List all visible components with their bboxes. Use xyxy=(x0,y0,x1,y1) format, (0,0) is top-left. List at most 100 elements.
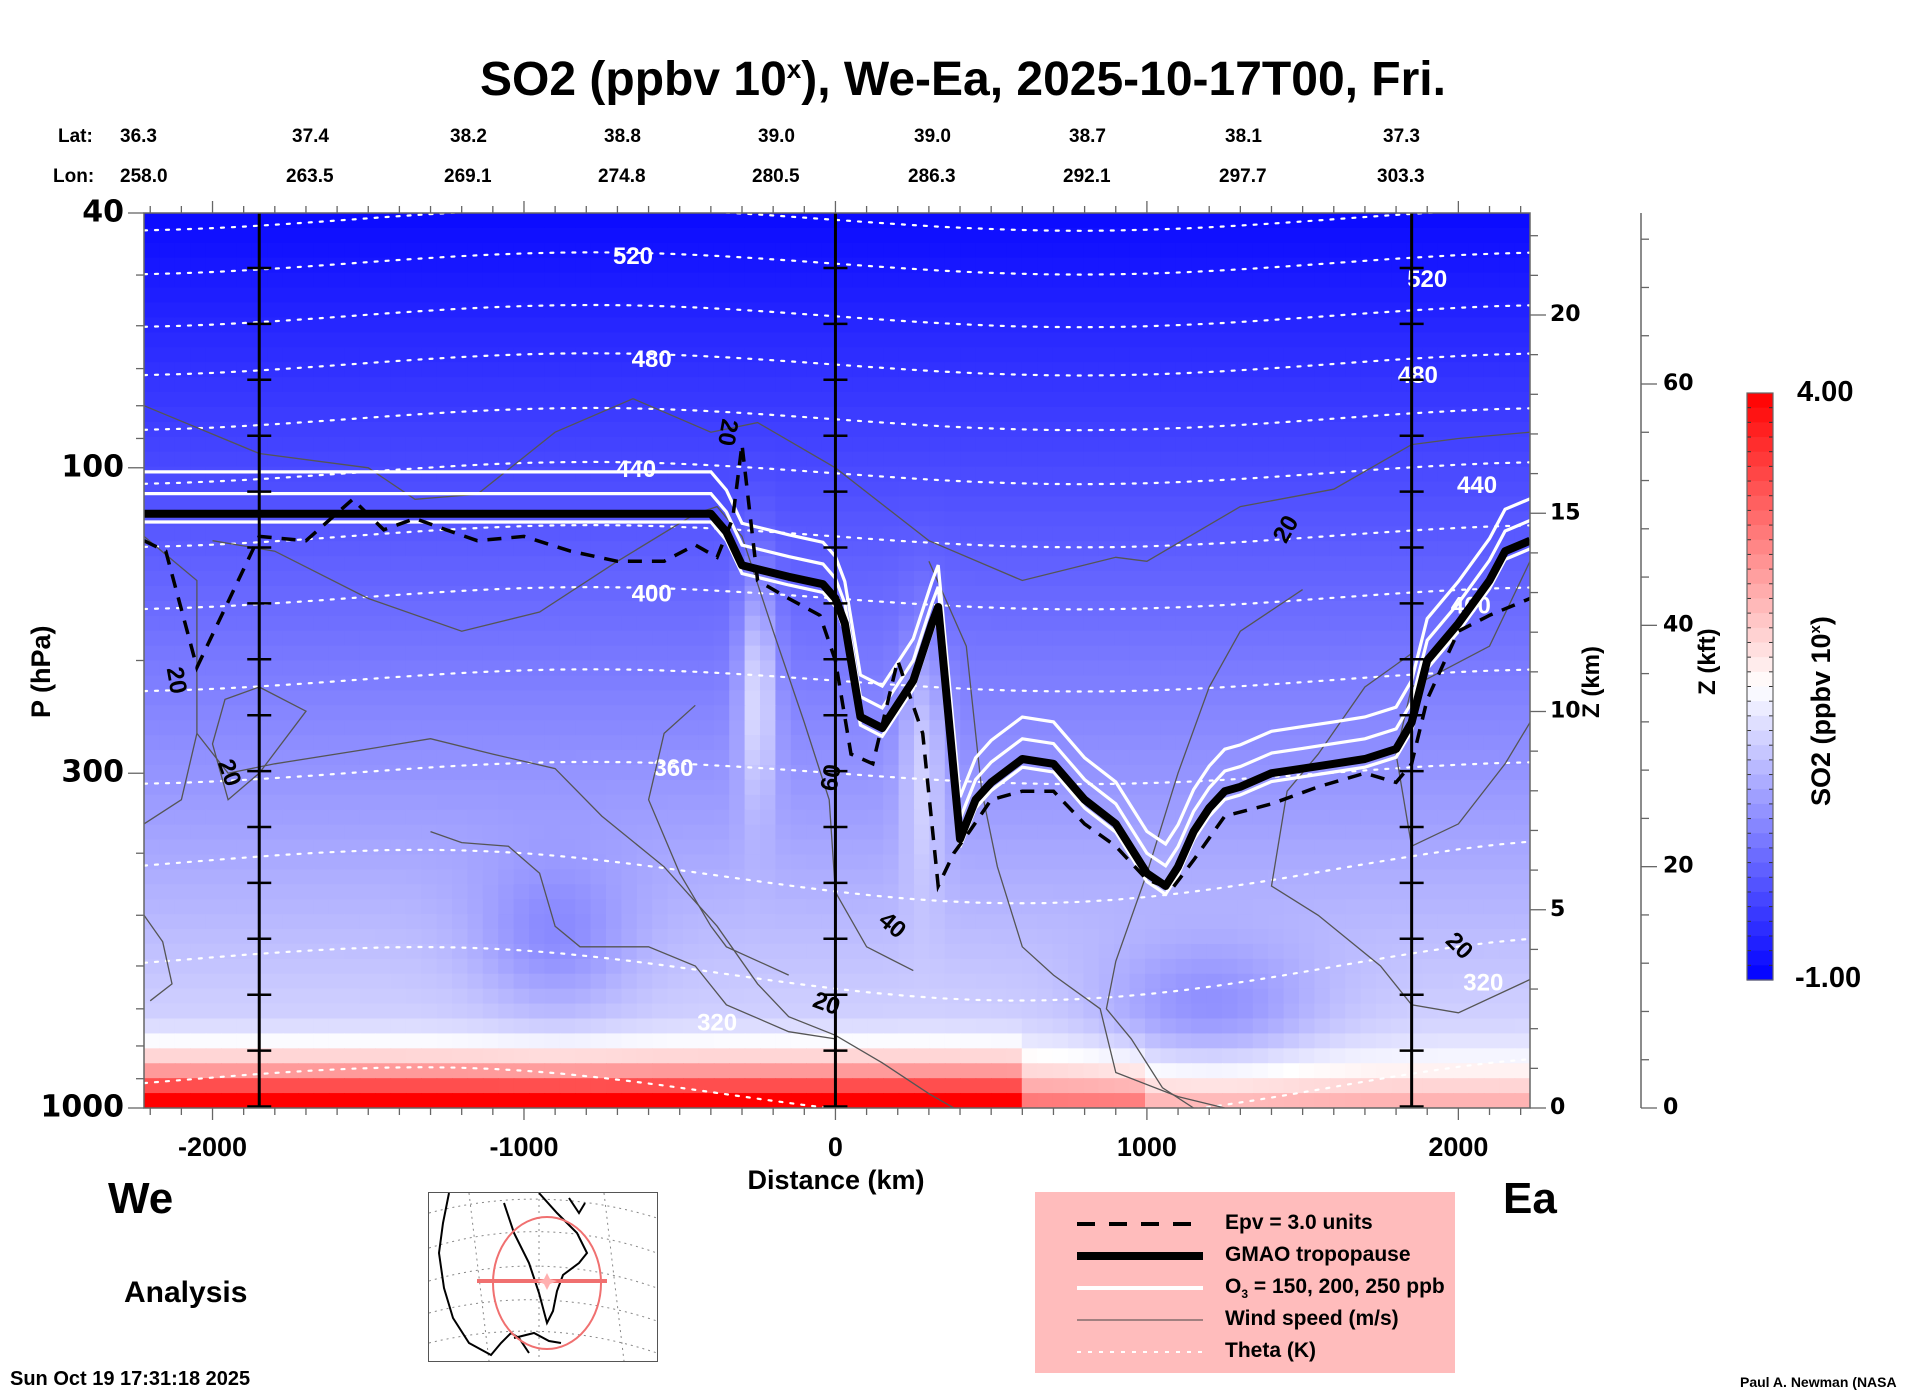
so2-cell xyxy=(1345,392,1362,408)
so2-cell xyxy=(1083,615,1100,632)
so2-cell xyxy=(667,317,684,334)
so2-cell xyxy=(837,943,854,960)
so2-cell xyxy=(390,958,407,975)
so2-cell xyxy=(236,213,253,229)
so2-cell xyxy=(775,421,792,438)
so2-cell xyxy=(1052,929,1069,945)
so2-cell xyxy=(1006,690,1023,707)
so2-cell xyxy=(713,690,730,707)
so2-cell xyxy=(1098,943,1115,960)
so2-cell xyxy=(729,809,746,826)
so2-cell xyxy=(1422,750,1439,766)
so2-cell xyxy=(1268,272,1285,289)
so2-cell xyxy=(683,571,700,587)
so2-cell xyxy=(282,1018,299,1035)
so2-cell xyxy=(744,511,761,528)
so2-cell xyxy=(1437,958,1454,975)
so2-cell xyxy=(205,600,222,617)
so2-cell xyxy=(1237,1018,1254,1035)
so2-cell xyxy=(1021,317,1038,334)
so2-cell xyxy=(775,436,792,453)
so2-cell xyxy=(344,645,361,662)
so2-cell xyxy=(498,794,515,811)
so2-cell xyxy=(344,1018,361,1035)
so2-cell xyxy=(806,466,823,483)
so2-cell xyxy=(221,302,238,319)
so2-cell xyxy=(1499,1003,1516,1020)
so2-cell xyxy=(698,750,715,766)
so2-cell xyxy=(590,317,607,334)
so2-cell xyxy=(1206,585,1223,602)
so2-cell xyxy=(1499,526,1516,542)
so2-cell xyxy=(190,869,207,886)
so2-cell xyxy=(1514,436,1530,453)
so2-cell xyxy=(436,794,453,811)
so2-cell xyxy=(328,257,345,274)
so2-cell xyxy=(298,556,315,572)
so2-cell xyxy=(313,779,330,796)
so2-cell xyxy=(698,824,715,841)
so2-cell xyxy=(852,571,869,587)
so2-cell xyxy=(1145,750,1162,766)
so2-cell xyxy=(467,645,484,662)
so2-cell xyxy=(1252,720,1269,736)
so2-cell xyxy=(575,809,592,826)
so2-cell xyxy=(821,809,838,826)
so2-cell xyxy=(221,1018,238,1035)
so2-cell xyxy=(344,839,361,856)
so2-cell xyxy=(498,1018,515,1035)
so2-cell xyxy=(1129,929,1146,945)
so2-cell xyxy=(1191,406,1208,423)
so2-cell xyxy=(513,600,530,617)
so2-cell xyxy=(221,720,238,736)
so2-cell xyxy=(1468,899,1485,915)
so2-cell xyxy=(867,705,884,721)
so2-cell xyxy=(775,213,792,229)
so2-cell xyxy=(713,675,730,692)
so2-cell xyxy=(359,317,376,334)
so2-cell xyxy=(898,988,915,1005)
so2-cell xyxy=(821,839,838,856)
so2-cell xyxy=(513,824,530,841)
so2-cell xyxy=(683,750,700,766)
so2-cell xyxy=(544,362,561,378)
so2-cell xyxy=(991,392,1008,408)
so2-cell xyxy=(174,436,191,453)
so2-cell xyxy=(236,735,253,751)
so2-cell xyxy=(467,914,484,930)
so2-cell xyxy=(1360,869,1377,886)
so2-cell xyxy=(698,1018,715,1035)
so2-cell xyxy=(867,824,884,841)
so2-cell xyxy=(852,600,869,617)
so2-cell xyxy=(867,585,884,602)
so2-cell xyxy=(559,705,576,721)
so2-cell xyxy=(1499,705,1516,721)
so2-cell xyxy=(1021,914,1038,930)
so2-cell xyxy=(1252,347,1269,363)
so2-cell xyxy=(914,839,931,856)
so2-cell xyxy=(405,958,422,975)
so2-cell xyxy=(1453,1018,1470,1035)
so2-cell xyxy=(159,347,176,363)
so2-cell xyxy=(1406,958,1423,975)
so2-cell xyxy=(1222,869,1239,886)
so2-cell xyxy=(1237,1003,1254,1020)
so2-cell xyxy=(1083,705,1100,721)
so2-cell xyxy=(529,541,546,557)
so2-cell xyxy=(775,645,792,662)
so2-cell xyxy=(467,227,484,244)
so2-cell xyxy=(375,854,392,871)
so2-cell xyxy=(1006,1018,1023,1035)
so2-cell xyxy=(667,362,684,378)
so2-cell xyxy=(1406,451,1423,468)
so2-cell xyxy=(452,824,469,841)
so2-cell xyxy=(790,839,807,856)
so2-cell xyxy=(328,526,345,542)
so2-cell xyxy=(1299,421,1316,438)
so2-cell xyxy=(375,943,392,960)
so2-cell xyxy=(359,421,376,438)
so2-cell xyxy=(205,929,222,945)
so2-cell xyxy=(621,272,638,289)
so2-cell xyxy=(991,421,1008,438)
so2-cell xyxy=(1483,213,1500,229)
